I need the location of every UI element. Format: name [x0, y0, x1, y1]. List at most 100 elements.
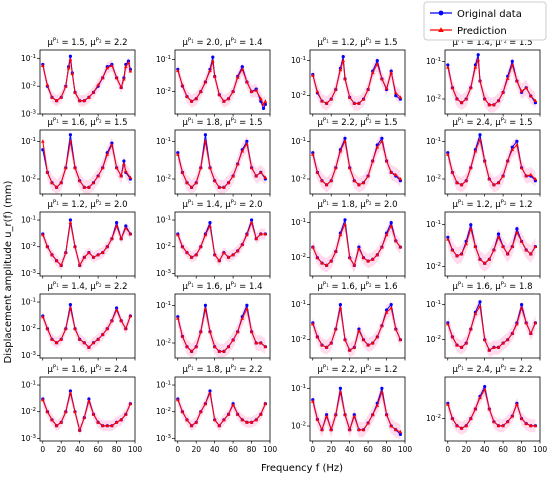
- prediction-data-point: [240, 417, 245, 422]
- prediction-data-point: [366, 87, 370, 91]
- prediction-data-point: [529, 172, 533, 177]
- prediction-data-point: [469, 85, 473, 90]
- original-data-point: [208, 221, 212, 225]
- prediction-data-point: [450, 170, 455, 174]
- prediction-data-point: [114, 420, 119, 424]
- prediction-data-point: [100, 332, 105, 336]
- prediction-data-point: [492, 102, 496, 107]
- prediction-data-point: [199, 409, 203, 414]
- prediction-data-point: [459, 182, 464, 187]
- prediction-data-point: [380, 139, 384, 143]
- y-tick-label: 10-2: [426, 175, 441, 184]
- prediction-data-point: [41, 63, 45, 67]
- prediction-data-point: [249, 165, 254, 170]
- subplot-title: μP1 = 1.4, μP2 = 2.2: [47, 282, 127, 293]
- prediction-data-point: [194, 180, 198, 185]
- subplot-title: μP1 = 1.6, μP2 = 1.5: [47, 118, 127, 129]
- prediction-data-point: [110, 318, 114, 323]
- prediction-data-point: [240, 67, 245, 71]
- prediction-data-point: [87, 399, 91, 403]
- prediction-data-point: [73, 326, 77, 331]
- prediction-band: [177, 54, 266, 111]
- prediction-data-point: [478, 79, 482, 83]
- prediction-data-point: [384, 159, 389, 163]
- prediction-data-point: [501, 90, 505, 94]
- prediction-data-point: [505, 337, 510, 342]
- subplot: 10-1 10-2 10-3 μP1 = 1.5, μP2 = 2.2: [21, 38, 136, 119]
- prediction-data-point: [338, 390, 343, 394]
- prediction-data-point: [59, 337, 63, 341]
- prediction-data-point: [482, 159, 487, 163]
- prediction-data-point: [245, 142, 249, 146]
- original-data-point: [496, 232, 501, 236]
- original-data-point: [341, 55, 345, 59]
- prediction-data-point: [176, 68, 180, 73]
- prediction-data-point: [519, 416, 524, 420]
- prediction-data-point: [185, 94, 189, 98]
- y-tick-label: 10-1: [426, 137, 441, 146]
- prediction-data-point: [217, 258, 222, 263]
- y-tick-label: 10-2: [426, 335, 441, 344]
- prediction-data-point: [180, 83, 185, 87]
- prediction-data-point: [338, 149, 343, 153]
- prediction-data-point: [324, 263, 329, 267]
- prediction-data-point: [41, 232, 45, 237]
- y-tick-label: 10-1: [291, 384, 306, 393]
- prediction-data-point: [50, 95, 54, 99]
- prediction-data-point: [324, 182, 329, 187]
- prediction-data-point: [119, 174, 123, 178]
- prediction-data-point: [533, 244, 538, 248]
- prediction-data-point: [496, 345, 501, 349]
- x-tick-label: 100: [128, 445, 143, 454]
- y-tick-label: 10-2: [156, 407, 171, 416]
- prediction-data-point: [478, 304, 482, 308]
- prediction-data-point: [82, 415, 87, 419]
- prediction-data-point: [352, 263, 357, 267]
- y-tick-label: 10-1: [291, 218, 306, 227]
- prediction-data-point: [180, 409, 185, 414]
- prediction-data-point: [185, 344, 189, 349]
- prediction-data-point: [82, 340, 87, 345]
- x-tick-label: 20: [191, 445, 201, 454]
- prediction-data-point: [73, 90, 77, 94]
- prediction-series-line: [177, 60, 266, 106]
- original-data-point: [510, 145, 514, 149]
- original-data-point: [208, 389, 212, 393]
- prediction-data-point: [249, 89, 254, 93]
- original-data-point: [250, 218, 254, 222]
- prediction-data-point: [91, 255, 96, 259]
- prediction-data-point: [469, 165, 473, 170]
- prediction-data-point: [464, 97, 468, 101]
- prediction-data-point: [366, 174, 370, 178]
- prediction-data-point: [119, 236, 123, 241]
- x-tick-label: 0: [310, 445, 315, 454]
- prediction-data-point: [496, 423, 501, 428]
- prediction-data-point: [119, 85, 123, 89]
- x-tick-label: 60: [498, 445, 508, 454]
- prediction-series-line: [312, 139, 401, 186]
- prediction-data-point: [352, 414, 357, 418]
- subplot: 10-1 10-2 μP1 = 1.2, μP2 = 1.5: [291, 38, 406, 117]
- prediction-data-point: [226, 412, 231, 416]
- prediction-data-point: [203, 307, 208, 311]
- legend-prediction-marker: [438, 27, 444, 32]
- y-tick-label: 10-1: [291, 137, 306, 146]
- prediction-data-point: [487, 348, 492, 352]
- prediction-data-point: [389, 170, 393, 174]
- prediction-data-point: [259, 412, 263, 416]
- prediction-data-point: [254, 88, 258, 92]
- y-tick-label: 10-1: [21, 137, 36, 146]
- subplot: 10-2 0 20 40 60 80 100 μP1 = 2.4, μP2 = 2.2: [426, 365, 547, 455]
- prediction-data-point: [334, 412, 338, 417]
- prediction-data-point: [105, 244, 110, 249]
- y-tick-label: 10-3: [21, 351, 37, 360]
- prediction-data-point: [446, 65, 450, 69]
- axes-frame: [174, 293, 271, 359]
- prediction-data-point: [119, 417, 123, 422]
- prediction-data-point: [231, 174, 235, 178]
- prediction-data-point: [54, 258, 59, 263]
- prediction-data-point: [122, 162, 126, 166]
- prediction-data-point: [398, 95, 403, 99]
- prediction-data-point: [519, 89, 524, 93]
- subplot-title: μP1 = 1.6, μP2 = 1.8: [452, 282, 532, 293]
